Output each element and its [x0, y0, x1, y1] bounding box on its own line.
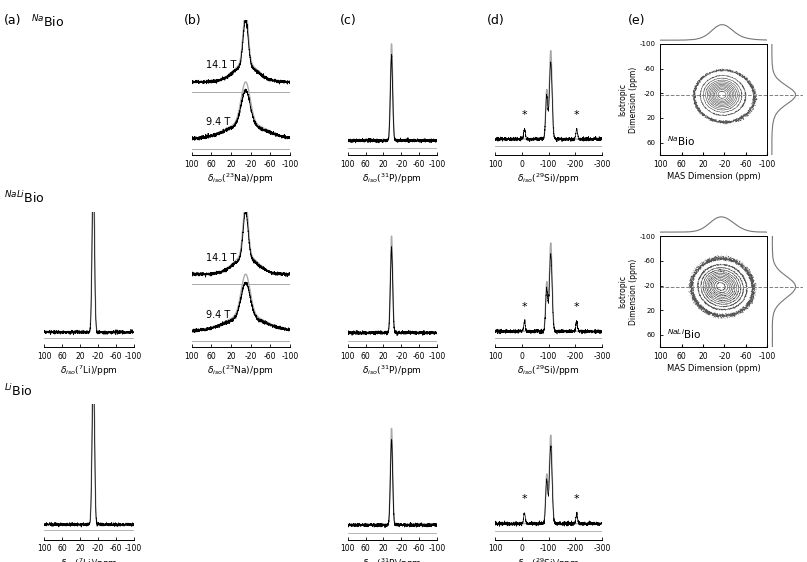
- Text: (d): (d): [487, 14, 504, 27]
- Text: $^{Na}$Bio: $^{Na}$Bio: [667, 134, 695, 148]
- Text: (a): (a): [4, 14, 22, 27]
- X-axis label: $\delta_{iso}$($^{31}$P)/ppm: $\delta_{iso}$($^{31}$P)/ppm: [362, 364, 422, 378]
- X-axis label: MAS Dimension (ppm): MAS Dimension (ppm): [667, 171, 761, 181]
- Text: *: *: [574, 494, 579, 504]
- X-axis label: $\delta_{iso}$($^{23}$Na)/ppm: $\delta_{iso}$($^{23}$Na)/ppm: [207, 364, 274, 378]
- X-axis label: $\delta_{iso}$($^{31}$P)/ppm: $\delta_{iso}$($^{31}$P)/ppm: [362, 171, 422, 186]
- Text: 14.1 T: 14.1 T: [207, 60, 236, 70]
- X-axis label: $\delta_{iso}$($^{29}$Si)/ppm: $\delta_{iso}$($^{29}$Si)/ppm: [517, 556, 580, 562]
- Text: $^{Na}$Bio: $^{Na}$Bio: [31, 14, 64, 31]
- X-axis label: $\delta_{iso}$($^{7}$Li)/ppm: $\delta_{iso}$($^{7}$Li)/ppm: [60, 556, 118, 562]
- Text: *: *: [521, 494, 527, 504]
- Text: *: *: [521, 110, 527, 120]
- X-axis label: $\delta_{iso}$($^{31}$P)/ppm: $\delta_{iso}$($^{31}$P)/ppm: [362, 556, 422, 562]
- X-axis label: $\delta_{iso}$($^{7}$Li)/ppm: $\delta_{iso}$($^{7}$Li)/ppm: [60, 364, 118, 378]
- Y-axis label: Isotropic
Dimension (ppm): Isotropic Dimension (ppm): [618, 259, 638, 325]
- Text: *: *: [574, 110, 579, 120]
- X-axis label: MAS Dimension (ppm): MAS Dimension (ppm): [667, 364, 761, 373]
- X-axis label: $\delta_{iso}$($^{29}$Si)/ppm: $\delta_{iso}$($^{29}$Si)/ppm: [517, 364, 580, 378]
- Text: *: *: [521, 302, 527, 312]
- Text: $^{Li}$Bio: $^{Li}$Bio: [4, 383, 33, 398]
- Text: 9.4 T: 9.4 T: [207, 117, 231, 127]
- Text: (e): (e): [628, 14, 646, 27]
- X-axis label: $\delta_{iso}$($^{23}$Na)/ppm: $\delta_{iso}$($^{23}$Na)/ppm: [207, 171, 274, 186]
- X-axis label: $\delta_{iso}$($^{29}$Si)/ppm: $\delta_{iso}$($^{29}$Si)/ppm: [517, 171, 580, 186]
- Text: $^{NaLi}$Bio: $^{NaLi}$Bio: [667, 327, 700, 341]
- Text: 14.1 T: 14.1 T: [207, 253, 236, 262]
- Text: 9.4 T: 9.4 T: [207, 310, 231, 320]
- Text: $^{NaLi}$Bio: $^{NaLi}$Bio: [4, 191, 44, 206]
- Text: (c): (c): [340, 14, 357, 27]
- Text: *: *: [574, 302, 579, 312]
- Text: (b): (b): [183, 14, 201, 27]
- Y-axis label: Isotropic
Dimension (ppm): Isotropic Dimension (ppm): [618, 66, 638, 133]
